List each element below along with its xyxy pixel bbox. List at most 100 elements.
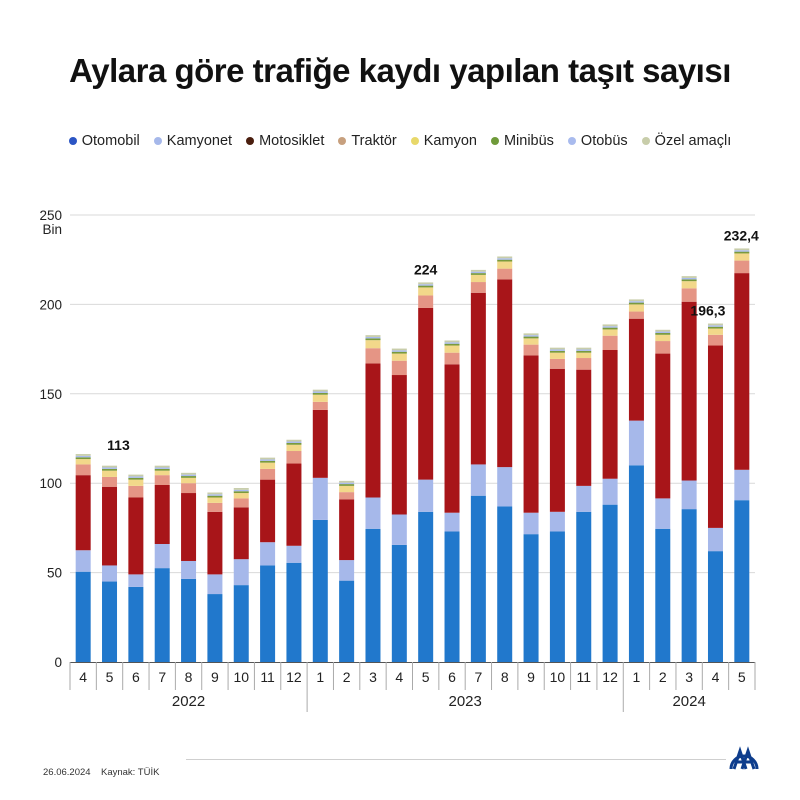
bar-segment bbox=[655, 329, 671, 332]
x-tick-label: 1 bbox=[633, 669, 641, 685]
bar-segment bbox=[233, 489, 249, 492]
legend-dot-icon bbox=[246, 137, 255, 145]
bar-segment bbox=[549, 347, 565, 350]
legend-label: Özel amaçlı bbox=[654, 133, 732, 149]
bar-segment bbox=[549, 358, 565, 369]
bar-segment bbox=[444, 531, 460, 662]
x-tick-label: 4 bbox=[712, 669, 720, 685]
footer-date: 26.06.2024 bbox=[43, 767, 91, 778]
bar-segment bbox=[207, 497, 223, 503]
bar-segment bbox=[102, 467, 118, 469]
bar-segment bbox=[260, 565, 276, 662]
y-tick-label: 50 bbox=[47, 566, 62, 581]
bar-segment bbox=[339, 484, 355, 486]
bar-segment bbox=[286, 444, 302, 452]
bar-segment bbox=[444, 352, 460, 365]
bar-segment bbox=[391, 375, 407, 515]
bar-segment bbox=[286, 441, 302, 443]
bar-segment bbox=[418, 282, 434, 285]
bar-segment bbox=[497, 256, 513, 259]
bar-segment bbox=[444, 364, 460, 513]
bar-segment bbox=[497, 258, 513, 260]
bar-segment bbox=[470, 269, 486, 272]
bar-segment bbox=[207, 594, 223, 662]
footer-source: Kaynak: TÜİK bbox=[101, 767, 160, 778]
legend-item: Otobüs bbox=[567, 133, 628, 149]
bar-segment bbox=[75, 571, 91, 662]
y-tick-label: 150 bbox=[39, 387, 62, 402]
legend-dot-icon bbox=[338, 137, 347, 145]
bar-segment bbox=[260, 460, 276, 463]
bar-segment bbox=[470, 271, 486, 274]
bar-segment bbox=[365, 336, 381, 339]
y-tick-label: 100 bbox=[39, 476, 62, 491]
bar-segment bbox=[181, 560, 197, 579]
x-tick-label: 3 bbox=[685, 669, 693, 685]
bar-segment bbox=[233, 507, 249, 560]
bar-segment bbox=[549, 368, 565, 512]
bar-segment bbox=[154, 467, 170, 469]
bar-segment bbox=[207, 574, 223, 595]
bar-segment bbox=[681, 277, 697, 280]
x-tick-label: 12 bbox=[602, 669, 618, 685]
bar-segment bbox=[181, 578, 197, 662]
bar-segment bbox=[154, 475, 170, 485]
bar-segment bbox=[207, 494, 223, 496]
bar-segment bbox=[418, 285, 434, 288]
bar-segment bbox=[470, 292, 486, 465]
bar-segment bbox=[707, 334, 723, 346]
bar-segment bbox=[391, 348, 407, 351]
bar-segment bbox=[260, 462, 276, 469]
bar-segment bbox=[549, 511, 565, 532]
bar-segment bbox=[444, 340, 460, 343]
bar-segment bbox=[154, 465, 170, 468]
bar-segment bbox=[128, 497, 144, 575]
legend-label: Otobüs bbox=[580, 133, 628, 149]
bar-segment bbox=[312, 389, 328, 392]
bar-segment bbox=[523, 344, 539, 356]
bar-segment bbox=[154, 543, 170, 569]
bar-segment bbox=[339, 480, 355, 483]
bar-segment bbox=[681, 276, 697, 278]
x-tick-label: 8 bbox=[501, 669, 509, 685]
x-tick-label: 10 bbox=[550, 669, 566, 685]
bar-segment bbox=[576, 347, 592, 350]
y-tick-label: 250 bbox=[39, 208, 62, 223]
bar-segment bbox=[233, 488, 249, 490]
bar-segment bbox=[181, 493, 197, 561]
bar-segment bbox=[549, 350, 565, 353]
bar-segment bbox=[497, 268, 513, 280]
x-tick-label: 9 bbox=[527, 669, 535, 685]
bar-segment bbox=[339, 482, 355, 485]
bar-segment bbox=[233, 559, 249, 586]
bar-segment bbox=[365, 497, 381, 529]
bar-segment bbox=[286, 439, 302, 442]
x-tick-label: 7 bbox=[474, 669, 482, 685]
legend-label: Kamyon bbox=[423, 133, 477, 149]
legend-dot-icon bbox=[641, 137, 650, 145]
bar-segment bbox=[628, 318, 644, 421]
bar-segment bbox=[497, 259, 513, 262]
bar-segment bbox=[181, 476, 197, 478]
bar-segment bbox=[75, 475, 91, 551]
bar-segment bbox=[128, 477, 144, 480]
bar-segment bbox=[681, 301, 697, 481]
bar-segment bbox=[233, 493, 249, 499]
bar-segment bbox=[339, 560, 355, 581]
bar-segment bbox=[286, 463, 302, 546]
legend-dot-icon bbox=[490, 137, 499, 145]
bar-segment bbox=[260, 479, 276, 543]
bar-segment bbox=[628, 420, 644, 466]
bar-segment bbox=[602, 349, 618, 479]
bar-segment bbox=[734, 248, 750, 251]
bar-segment bbox=[128, 485, 144, 498]
bar-segment bbox=[365, 348, 381, 364]
legend-item: Minibüs bbox=[490, 133, 554, 149]
bar-segment bbox=[497, 506, 513, 662]
legend-label: Minibüs bbox=[503, 133, 554, 149]
bar-segment bbox=[154, 568, 170, 662]
legend-item: Kamyonet bbox=[153, 133, 232, 149]
bar-segment bbox=[707, 328, 723, 335]
bar-segment bbox=[391, 353, 407, 361]
bar-segment bbox=[628, 304, 644, 312]
